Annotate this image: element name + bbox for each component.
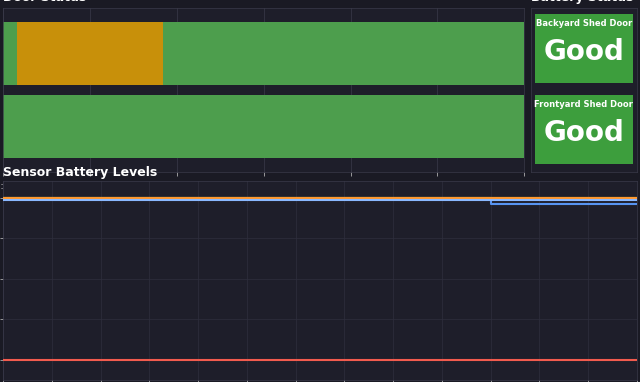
FancyBboxPatch shape	[535, 14, 632, 83]
Bar	[3, 23, 17, 85]
Legend: < 1, 1+: < 1, 1+	[9, 230, 92, 241]
Text: Good: Good	[543, 38, 624, 66]
Bar	[163, 23, 524, 85]
Bar	[3, 95, 524, 157]
Text: Frontyard Shed Door: Frontyard Shed Door	[534, 100, 633, 109]
Text: Door Status: Door Status	[3, 0, 86, 4]
Text: Backyard Shed Door: Backyard Shed Door	[536, 19, 632, 28]
Bar	[17, 23, 163, 85]
Text: Battery Status: Battery Status	[531, 0, 633, 4]
FancyBboxPatch shape	[535, 95, 632, 164]
Text: Sensor Battery Levels: Sensor Battery Levels	[3, 166, 157, 179]
Text: Good: Good	[543, 119, 624, 147]
